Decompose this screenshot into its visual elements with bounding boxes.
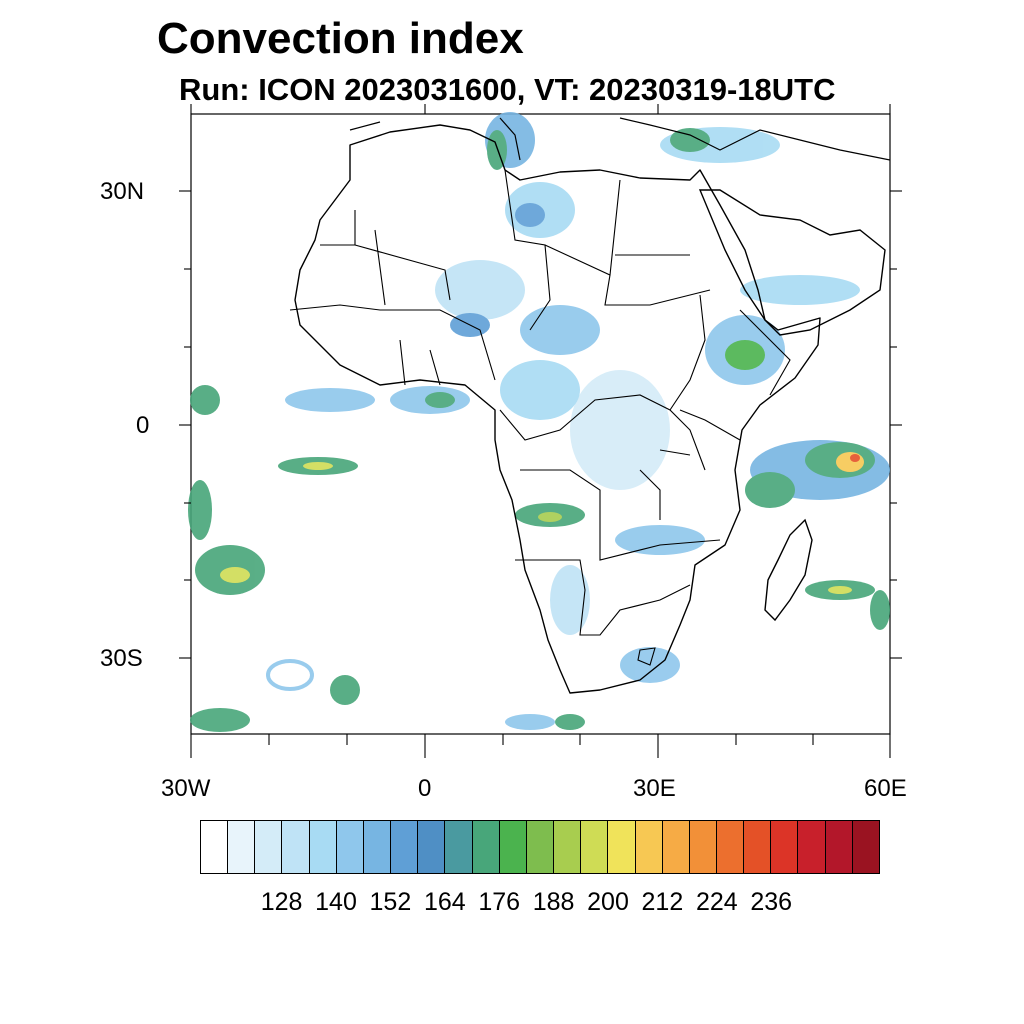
convection-patch: [836, 452, 864, 472]
colorbar-tick-label: 224: [695, 888, 738, 916]
colorbar-tick-label: 164: [423, 888, 466, 916]
lon-label-30e: 30E: [633, 775, 676, 802]
convection-patch: [520, 305, 600, 355]
colorbar-box: [608, 821, 636, 873]
colorbar-box: [526, 821, 555, 873]
colorbar-box: [201, 821, 229, 873]
convection-patch: [550, 565, 590, 635]
colorbar-box: [662, 821, 690, 873]
convection-patch: [555, 714, 585, 730]
colorbar-tick-label: 236: [750, 888, 793, 916]
colorbar-tick-label: 140: [315, 888, 357, 916]
convection-patch: [828, 586, 852, 594]
convection-patch: [615, 525, 705, 555]
convection-patch: [487, 130, 507, 170]
colorbar-box: [554, 821, 582, 873]
convection-patch: [330, 675, 360, 705]
colorbar-box: [499, 821, 527, 873]
colorbar-tick-label: 200: [587, 888, 629, 916]
africa-coastline: [294, 124, 821, 694]
convection-patch: [190, 708, 250, 732]
convection-patch: [425, 392, 455, 408]
convection-patch: [266, 659, 314, 691]
colorbar-box: [825, 821, 853, 873]
convection-patch: [570, 370, 670, 490]
convection-patch: [538, 512, 562, 522]
colorbar-box: [255, 821, 283, 873]
axis-ticks: [179, 104, 902, 758]
convection-patch: [850, 454, 860, 462]
colorbar-box: [581, 821, 609, 873]
chart-title: Convection index: [157, 14, 524, 63]
colorbar-box: [689, 821, 717, 873]
colorbar-box: [309, 821, 337, 873]
convection-patch: [285, 388, 375, 412]
colorbar-tick-label: 188: [532, 888, 575, 916]
convection-patch: [870, 590, 890, 630]
plot-frame: [190, 113, 891, 735]
convection-shading: [188, 112, 890, 732]
colorbar: [200, 820, 880, 874]
colorbar-box: [771, 821, 799, 873]
convection-patch: [670, 128, 710, 152]
chart-subtitle: Run: ICON 2023031600, VT: 20230319-18UTC: [179, 72, 836, 107]
convection-patch: [745, 472, 795, 508]
convection-patch: [190, 385, 220, 415]
lon-label-30w: 30W: [161, 775, 211, 802]
colorbar-tick-label: 128: [260, 888, 303, 916]
lon-label-0: 0: [418, 775, 432, 802]
colorbar-box: [635, 821, 663, 873]
colorbar-box: [744, 821, 772, 873]
arabia-coastline: [698, 189, 886, 336]
colorbar-box: [391, 821, 419, 873]
convection-patch: [505, 714, 555, 730]
convection-patch: [515, 203, 545, 227]
lat-label-30s: 30S: [100, 645, 143, 672]
colorbar-box: [228, 821, 256, 873]
madagascar-outline: [764, 518, 813, 622]
convection-patch: [740, 275, 860, 305]
colorbar-box: [798, 821, 826, 873]
colorbar-box: [336, 821, 364, 873]
convection-patch: [725, 340, 765, 370]
colorbar-tick-label: 176: [478, 888, 521, 916]
colorbar-box: [418, 821, 446, 873]
colorbar-box: [852, 821, 879, 873]
lon-label-60e: 60E: [864, 775, 907, 802]
colorbar-tick-label: 152: [369, 888, 412, 916]
colorbar-box: [716, 821, 745, 873]
colorbar-box: [445, 821, 473, 873]
lat-label-30n: 30N: [100, 178, 145, 205]
mediterranean-north-coast: [349, 117, 891, 161]
convection-patch: [500, 360, 580, 420]
colorbar-box: [282, 821, 310, 873]
convection-patch: [303, 462, 333, 470]
convection-patch: [220, 567, 250, 583]
colorbar-box: [363, 821, 392, 873]
convection-patch: [188, 480, 212, 540]
country-borders: [289, 169, 791, 666]
colorbar-box: [472, 821, 500, 873]
colorbar-tick-label: 212: [641, 888, 684, 916]
lat-label-0: 0: [136, 412, 150, 439]
convection-patch: [435, 260, 525, 320]
